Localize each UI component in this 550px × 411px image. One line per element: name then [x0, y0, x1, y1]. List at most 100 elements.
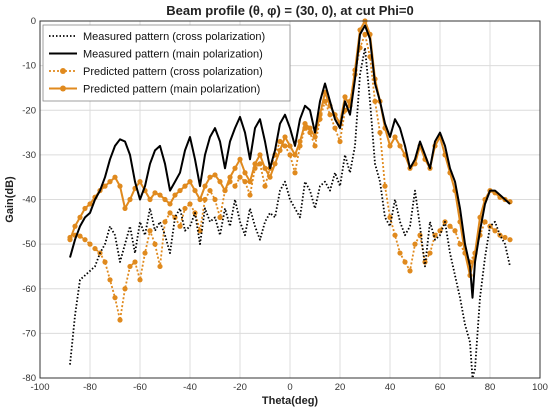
data-point [127, 263, 133, 270]
data-point [447, 223, 453, 229]
data-point [222, 187, 228, 194]
data-point [417, 232, 423, 238]
legend-label: Measured pattern (cross polarization) [83, 31, 265, 43]
data-point [312, 143, 318, 149]
x-tick-label: -60 [133, 382, 147, 393]
data-point [157, 192, 163, 198]
legend-marker [60, 68, 66, 74]
x-tick-label: 20 [335, 382, 346, 393]
data-point [307, 125, 313, 131]
data-point [112, 295, 118, 301]
data-point [257, 161, 263, 167]
data-point [92, 245, 98, 252]
y-tick-label: -50 [22, 239, 36, 250]
data-point [387, 214, 393, 220]
data-point [342, 94, 348, 100]
data-point [132, 259, 138, 265]
data-point [247, 179, 253, 185]
legend-marker [60, 85, 66, 92]
data-point [137, 179, 143, 185]
plot-border [39, 20, 541, 379]
data-point [187, 201, 193, 207]
data-point [242, 179, 248, 185]
data-point [107, 179, 113, 185]
x-tick-label: -20 [233, 382, 247, 393]
data-point [77, 214, 83, 220]
data-point [312, 134, 318, 140]
data-point [492, 228, 498, 234]
y-tick-label: -30 [22, 150, 36, 161]
data-point [287, 143, 293, 149]
data-point [387, 143, 393, 149]
data-point [72, 223, 78, 229]
data-point [207, 174, 213, 180]
data-point [272, 161, 278, 167]
data-point [257, 152, 263, 158]
data-point [282, 134, 288, 140]
data-point [117, 183, 123, 189]
data-point [407, 268, 413, 274]
x-tick-label: -80 [83, 382, 97, 393]
data-point [167, 210, 173, 216]
data-point [262, 165, 268, 171]
x-tick-label: 0 [287, 382, 292, 393]
legend-label: Predicted pattern (cross polarization) [83, 66, 263, 78]
data-point [412, 241, 418, 247]
data-point [207, 187, 213, 194]
data-point [402, 259, 408, 265]
data-point [182, 205, 188, 212]
data-point [162, 196, 168, 203]
data-point [187, 179, 193, 185]
legend-label: Predicted pattern (main polarization) [83, 84, 260, 96]
data-point [232, 165, 238, 171]
data-point [292, 152, 298, 158]
legend-label: Measured pattern (main polarization) [83, 49, 263, 61]
data-point [277, 138, 283, 145]
data-point [67, 237, 73, 243]
data-point [327, 112, 333, 118]
data-point [197, 196, 203, 203]
series-line-2 [69, 24, 511, 299]
data-point [212, 172, 218, 178]
data-point [152, 190, 158, 196]
y-tick-label: -10 [22, 61, 36, 72]
data-point [117, 317, 123, 323]
data-point [107, 277, 113, 283]
data-point [137, 277, 143, 283]
y-tick-label: -40 [22, 195, 36, 206]
data-point [452, 228, 458, 234]
data-point [77, 233, 83, 239]
x-tick-label: 40 [385, 382, 396, 393]
data-point [507, 237, 513, 243]
data-point [177, 223, 183, 229]
data-point [82, 237, 88, 243]
data-point [122, 286, 128, 292]
x-tick-label: 100 [532, 382, 548, 393]
data-point [242, 170, 248, 176]
data-point [337, 138, 343, 145]
data-point [302, 121, 308, 127]
data-point [177, 187, 183, 194]
data-point [172, 192, 178, 198]
data-point [142, 250, 148, 256]
data-point [112, 174, 118, 180]
y-tick-label: -70 [22, 328, 36, 339]
data-point [157, 263, 163, 270]
ticks: -100 -80 -60 -40 -20 0 20 40 60 80 1000-10-20-30-4… [22, 16, 548, 393]
x-tick-label: -100 [30, 382, 49, 393]
data-point [202, 196, 208, 203]
data-point [397, 250, 403, 256]
y-tick-label: -20 [22, 105, 36, 116]
y-tick-label: -60 [22, 284, 36, 295]
data-point [457, 241, 463, 247]
data-point [362, 31, 368, 37]
chart-title: Beam profile (θ, φ) = (30, 0), at cut Ph… [166, 3, 414, 18]
data-point [377, 129, 383, 136]
data-point [232, 183, 238, 189]
data-point [192, 187, 198, 194]
data-point [122, 205, 128, 212]
data-point [167, 201, 173, 207]
data-point [262, 183, 268, 189]
data-point [147, 228, 153, 234]
